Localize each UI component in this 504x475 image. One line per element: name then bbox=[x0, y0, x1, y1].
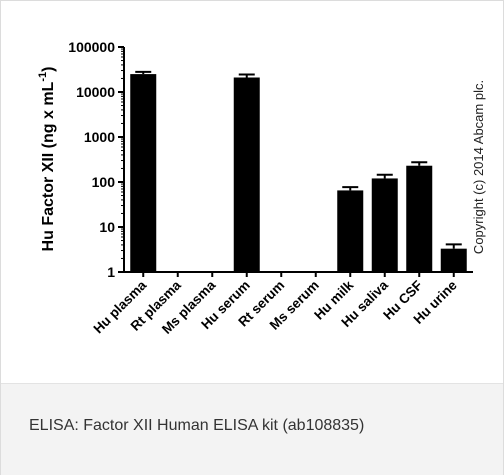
y-axis-title: Hu Factor XII (ng x mL-1) bbox=[37, 67, 57, 252]
bar bbox=[130, 74, 157, 272]
bar bbox=[371, 178, 398, 272]
y-tick-label: 1000 bbox=[84, 129, 115, 145]
bar bbox=[337, 190, 364, 272]
caption-bar: ELISA: Factor XII Human ELISA kit (ab108… bbox=[1, 383, 503, 475]
y-tick-label: 10000 bbox=[76, 84, 115, 100]
copyright-notice: Copyright (c) 2014 Abcam plc. bbox=[471, 80, 486, 254]
figure-caption: ELISA: Factor XII Human ELISA kit (ab108… bbox=[29, 417, 365, 434]
bar bbox=[406, 165, 433, 272]
y-tick-label: 100 bbox=[92, 174, 116, 190]
y-tick-label: 1 bbox=[107, 264, 115, 280]
chart-panel: 1 10 100 1000 10000 100000 Hu plasma Rt plasma M… bbox=[1, 1, 503, 383]
y-tick-label: 10 bbox=[99, 219, 115, 235]
y-tick-label: 100000 bbox=[68, 39, 115, 55]
bar bbox=[233, 77, 260, 273]
bar bbox=[440, 248, 467, 272]
